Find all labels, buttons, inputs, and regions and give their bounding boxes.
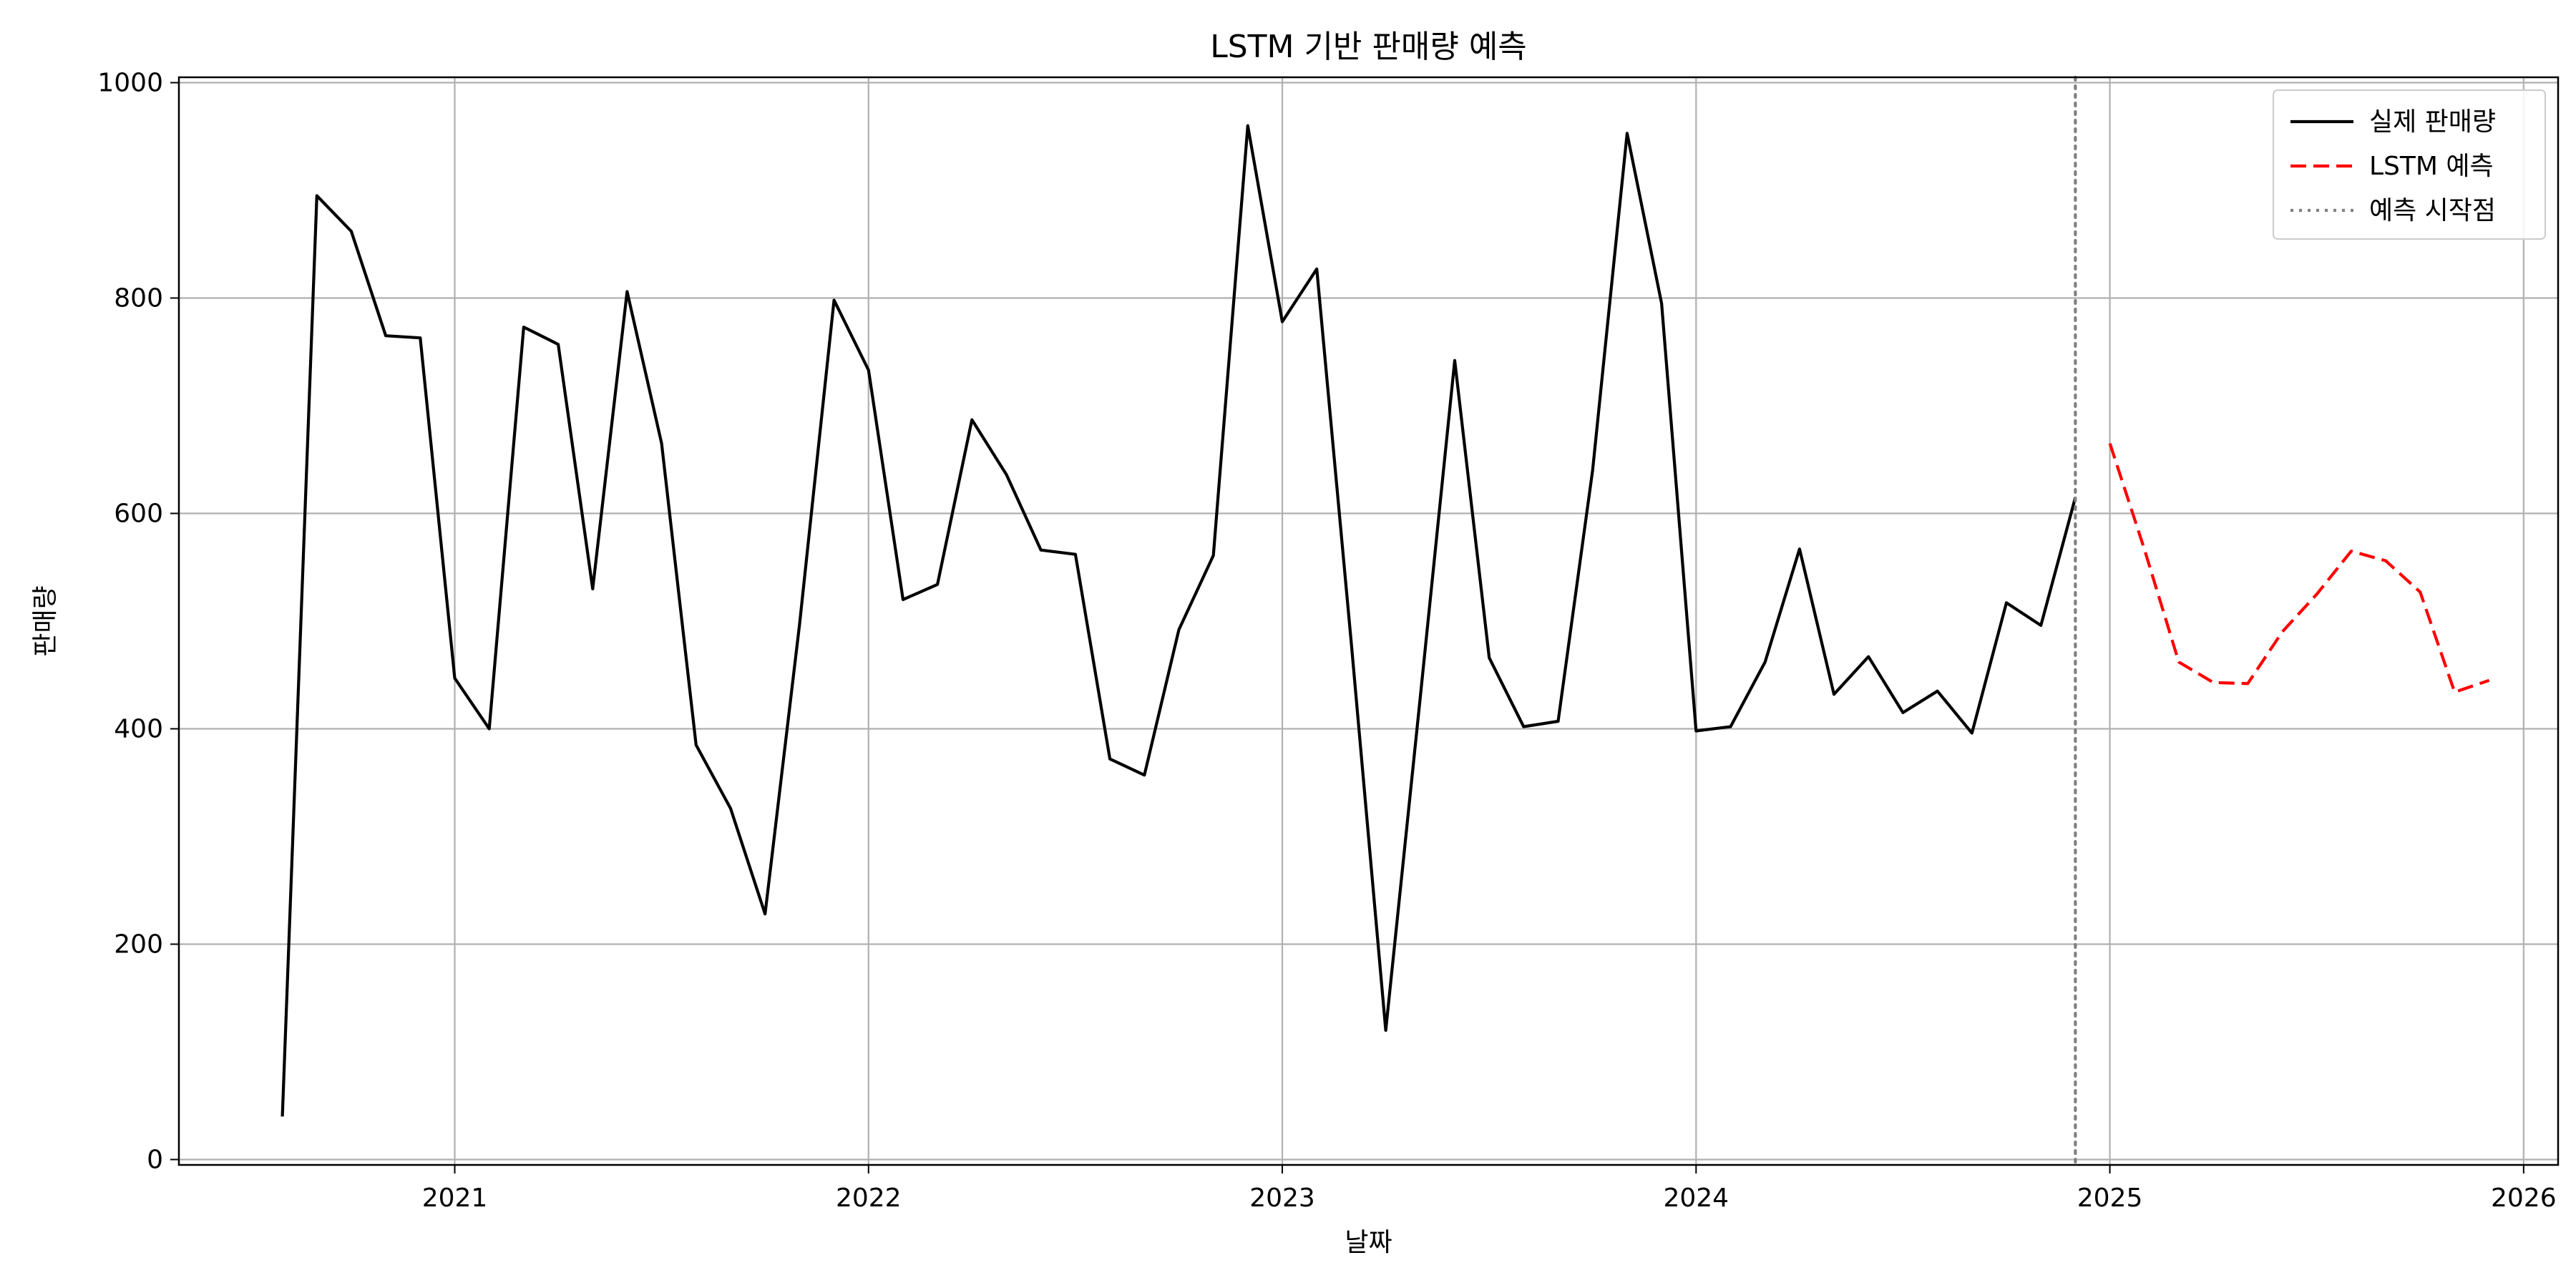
y-tick-label: 800 [114,284,163,313]
y-tick-label: 400 [114,714,163,743]
legend-label-1: LSTM 예측 [2369,152,2494,181]
x-axis-label: 날짜 [1345,1228,1392,1257]
x-tick-label: 2022 [836,1184,902,1213]
y-axis-label: 판매량 [31,585,60,656]
x-tick-label: 2026 [2491,1184,2557,1213]
plot-frame [177,76,2560,1166]
legend-label-0: 실제 판매량 [2369,107,2496,137]
x-tick-label: 2021 [422,1184,488,1213]
y-tick-label: 1000 [97,69,163,98]
x-tick-label: 2024 [1663,1184,1729,1213]
legend-label-2: 예측 시작점 [2369,196,2496,225]
axis-ticks: 0 200 400 600 800 1000 2021 2022 2023 2024 2025 202… [97,69,2556,1213]
legend-box [2273,89,2546,240]
plot-series [280,75,2490,1167]
y-tick-label: 0 [147,1145,163,1174]
y-tick-label: 600 [114,499,163,529]
y-tick-label: 200 [114,930,163,959]
series-line-1 [2108,443,2490,694]
x-tick-label: 2023 [1249,1184,1315,1213]
x-tick-label: 2025 [2077,1184,2143,1213]
grid [179,77,2558,1165]
chart-title: LSTM 기반 판매량 예측 [1210,29,1527,65]
series-line-0 [280,124,2077,1117]
